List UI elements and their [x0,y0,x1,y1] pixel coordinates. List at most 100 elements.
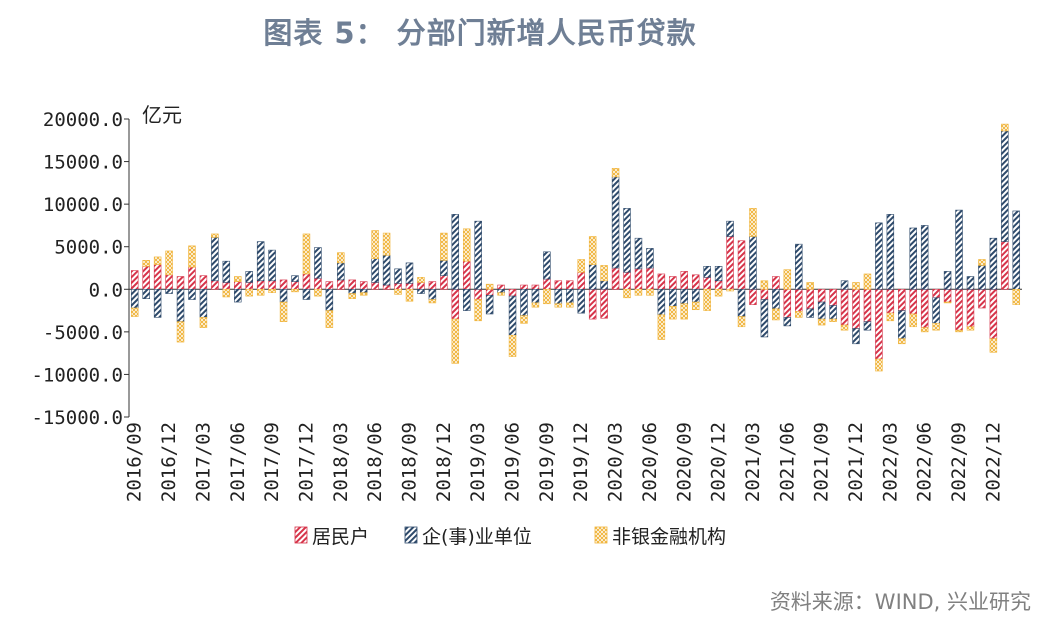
bar-nonbank [199,317,208,328]
bar-nonbank [165,250,173,276]
bar-household [611,267,620,290]
bar-household [234,281,242,290]
bar-nonbank [680,303,689,320]
bar-household [760,288,769,300]
x-tick-label: 2017/09 [261,422,283,502]
bar-household [428,281,437,290]
bar-enterprise [943,271,952,290]
bar-household [211,280,219,290]
bar-enterprise [783,317,792,327]
bar-household [806,288,814,310]
bar-nonbank [737,316,746,328]
bar-enterprise [1001,130,1009,242]
bar-nonbank [520,315,528,324]
bar-household [497,284,505,290]
x-tick-label: 2021/03 [742,422,764,502]
bar-enterprise [691,288,700,303]
bar-household [359,281,368,290]
bar-enterprise [566,288,574,304]
bar-household [726,236,734,290]
x-tick-label: 2019/09 [536,422,558,502]
bar-household [302,273,311,290]
bar-enterprise [611,176,620,269]
bar-enterprise [657,288,666,316]
bar-enterprise [955,209,963,290]
bar-household [680,271,689,290]
bar-enterprise [726,220,734,237]
x-tick-label: 2018/09 [398,422,420,502]
bar-enterprise [497,288,505,294]
bar-enterprise [829,305,837,320]
bar-enterprise [462,288,471,311]
bar-nonbank [829,318,837,322]
bar-enterprise [646,248,654,269]
bar-nonbank [325,310,334,328]
bar-nonbank [898,338,906,345]
bar-nonbank [646,288,654,296]
bar-household [623,271,631,290]
bar-household [394,283,402,290]
bar-nonbank [588,236,597,265]
bar-household [909,288,917,315]
bar-nonbank [142,260,150,267]
bar-enterprise [543,251,551,280]
bar-household [600,288,608,319]
bar-nonbank [268,288,276,294]
bar-enterprise [978,265,986,290]
bar-household [268,280,276,290]
bar-nonbank [256,288,265,296]
bar-enterprise [737,288,746,317]
bar-household [520,284,528,290]
bar-household [577,271,585,290]
bar-nonbank [817,318,826,326]
bar-nonbank [474,299,482,322]
bar-household [646,267,654,290]
legend-label-nonbank: 非银金融机构 [612,526,726,548]
bar-household [795,288,803,312]
bar-enterprise [1012,210,1021,290]
bar-nonbank [726,288,734,292]
bar-nonbank [508,334,517,357]
legend-swatch-household [294,526,308,544]
bar-nonbank [989,338,998,353]
bar-nonbank [577,259,585,273]
bar-nonbank [840,324,849,331]
bar-enterprise [256,241,265,282]
bar-enterprise [199,288,208,318]
bar-enterprise [634,237,643,270]
x-tick-label: 2016/09 [124,422,146,502]
bar-nonbank [909,313,917,328]
bar-household [966,288,975,328]
bar-household [783,288,792,318]
bar-household [348,279,356,290]
bar-nonbank [1012,288,1021,305]
bar-nonbank [428,299,437,304]
bar-enterprise [703,265,711,278]
x-tick-label: 2020/03 [605,422,627,502]
bar-nonbank [1001,123,1009,132]
bar-nonbank [600,265,608,282]
y-tick-label: 20000.0 [43,109,123,131]
bar-household [451,288,460,320]
bar-household [485,288,494,296]
bar-household [474,288,482,300]
bar-household [222,282,231,290]
bar-nonbank [405,288,414,302]
x-tick-label: 2022/09 [948,422,970,502]
bar-household [634,268,643,290]
bar-household [462,260,471,290]
bar-nonbank [566,302,574,308]
bar-enterprise [863,321,872,331]
y-tick-label: -15000.0 [31,407,123,429]
bar-nonbank [279,301,288,322]
bar-household [417,282,425,290]
y-axis-label: 亿元 [142,103,182,127]
bar-household [657,273,666,290]
bar-enterprise [440,260,448,276]
bar-nonbank [188,245,196,268]
bar-enterprise [165,288,173,294]
bar-nonbank [772,308,780,321]
bar-enterprise [428,288,437,300]
bar-household [840,288,849,326]
legend-swatch-nonbank [594,526,608,544]
